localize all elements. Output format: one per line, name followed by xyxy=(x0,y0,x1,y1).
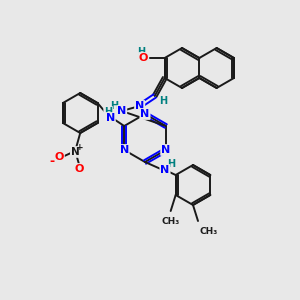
Text: N: N xyxy=(160,165,169,175)
Text: N: N xyxy=(106,113,115,123)
Text: N: N xyxy=(140,109,150,119)
Text: N: N xyxy=(161,145,170,155)
Text: H: H xyxy=(104,107,112,117)
Text: N: N xyxy=(135,101,144,111)
Text: O: O xyxy=(74,164,84,174)
Text: -: - xyxy=(50,154,55,167)
Text: O: O xyxy=(55,152,64,162)
Text: CH₃: CH₃ xyxy=(162,217,180,226)
Text: +: + xyxy=(76,142,84,152)
Text: H: H xyxy=(111,101,119,111)
Text: H: H xyxy=(167,159,175,169)
Text: N: N xyxy=(120,145,129,155)
Text: N: N xyxy=(71,147,80,157)
Text: CH₃: CH₃ xyxy=(200,227,218,236)
Text: O: O xyxy=(139,53,148,63)
Text: H: H xyxy=(138,47,146,57)
Text: H: H xyxy=(160,96,168,106)
Text: N: N xyxy=(117,106,126,116)
